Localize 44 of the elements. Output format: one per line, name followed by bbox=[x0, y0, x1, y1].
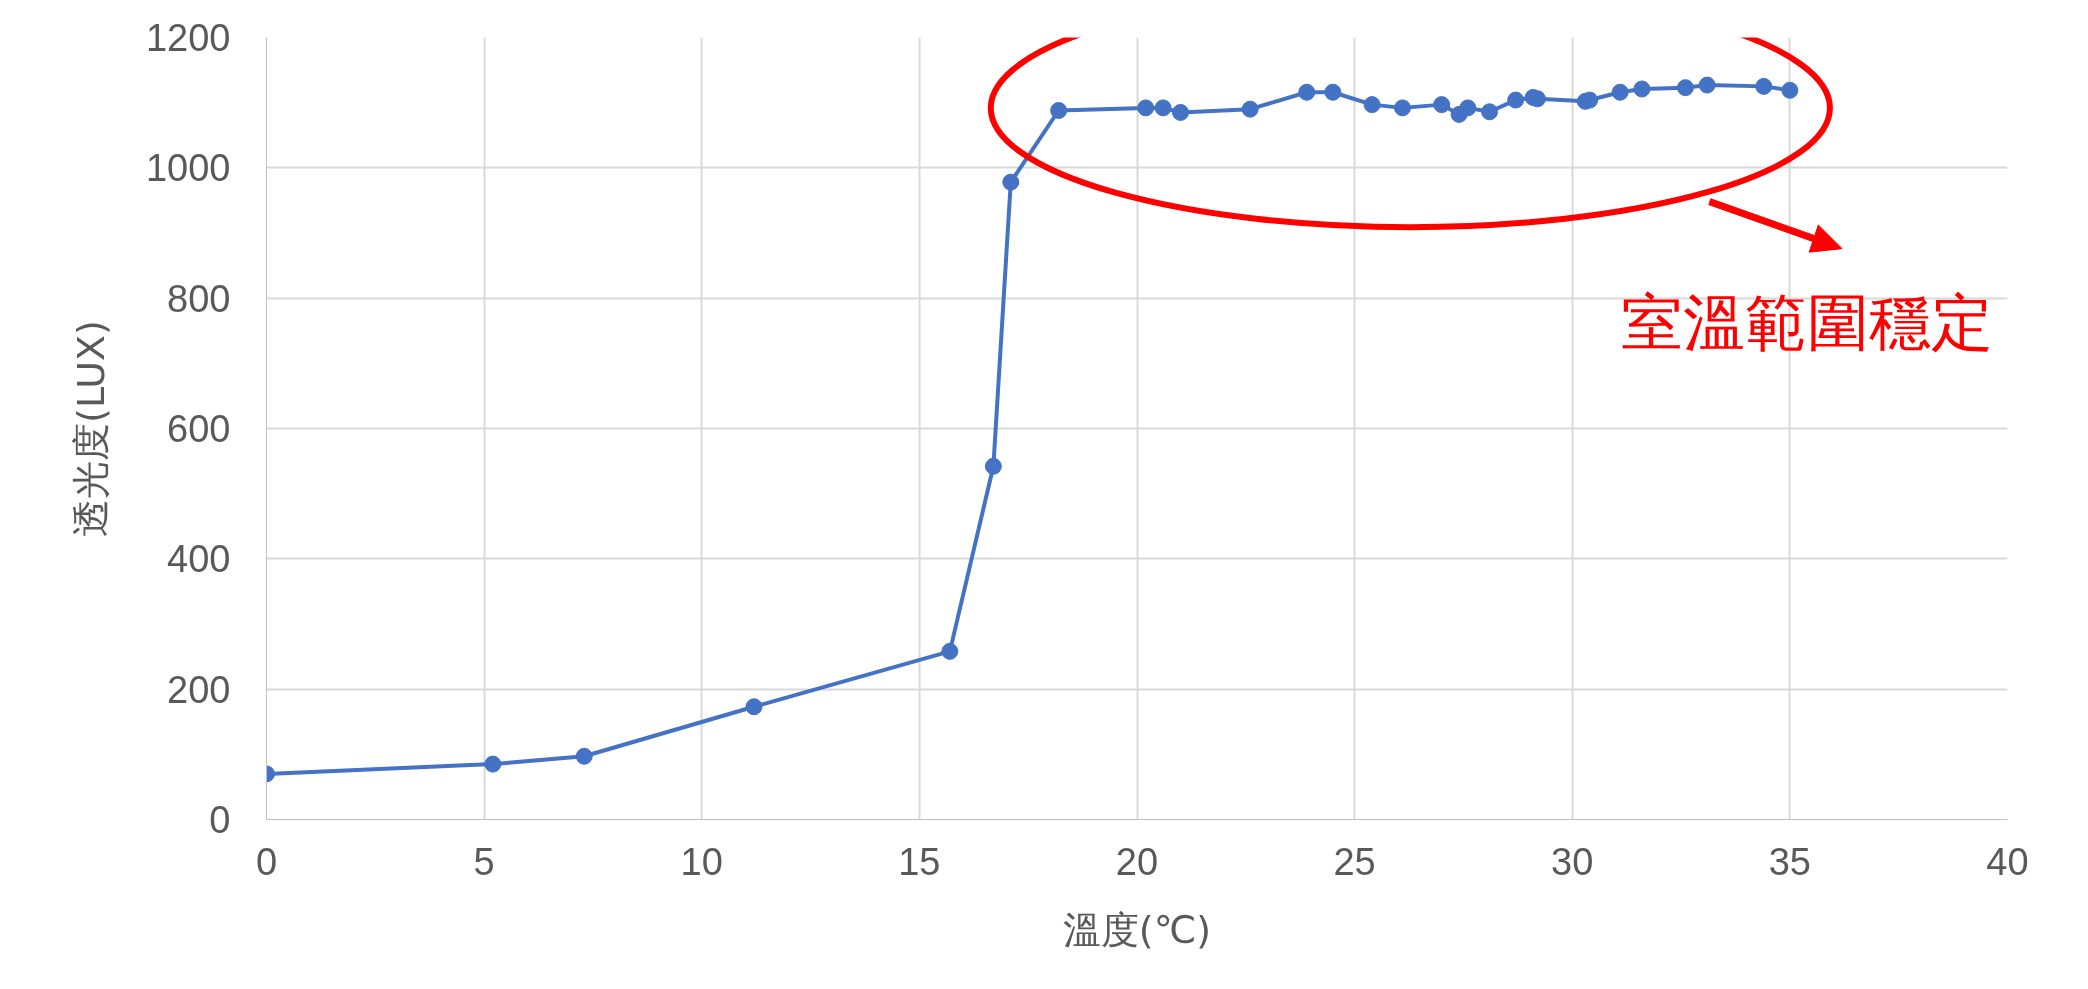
point bbox=[1698, 76, 1716, 94]
y-tick-label: 1000 bbox=[145, 147, 231, 190]
point bbox=[1481, 103, 1499, 121]
point bbox=[1363, 96, 1381, 114]
annotation: 室溫範圍穩定 bbox=[1621, 286, 1994, 360]
y-tick-label: 1200 bbox=[145, 17, 231, 59]
y-tick-label: 600 bbox=[167, 408, 231, 450]
y-tick-label: 800 bbox=[167, 277, 231, 320]
point bbox=[1755, 77, 1773, 95]
point bbox=[1154, 99, 1172, 117]
point bbox=[1241, 100, 1259, 118]
point bbox=[1676, 79, 1694, 97]
point bbox=[1050, 102, 1068, 119]
point bbox=[1324, 83, 1342, 101]
y-tick-label: 0 bbox=[209, 799, 231, 841]
x-tick-label: 10 bbox=[680, 840, 723, 883]
point bbox=[1433, 96, 1451, 114]
point bbox=[941, 642, 959, 660]
point bbox=[575, 747, 593, 765]
x-tick-label: 30 bbox=[1551, 840, 1594, 883]
point bbox=[1507, 91, 1525, 109]
point bbox=[1172, 103, 1190, 121]
x-tick-label: 20 bbox=[1115, 840, 1159, 883]
x-tick-label: 5 bbox=[473, 840, 495, 883]
point bbox=[745, 698, 763, 716]
point bbox=[1002, 173, 1020, 191]
x-tick-label: 40 bbox=[1986, 840, 2029, 883]
point bbox=[1611, 83, 1629, 101]
point bbox=[1633, 80, 1651, 98]
x-tick-label: 25 bbox=[1333, 840, 1376, 883]
x-tick-label: 35 bbox=[1768, 840, 1812, 883]
point bbox=[1298, 83, 1316, 101]
y-tick-label: 200 bbox=[167, 668, 231, 711]
y-tick-label: 400 bbox=[167, 538, 231, 581]
point bbox=[984, 457, 1002, 475]
point bbox=[1781, 81, 1799, 99]
y-axis-title: 透光度(LUX) bbox=[68, 320, 113, 537]
x-tick-label: 0 bbox=[255, 840, 278, 883]
x-axis-title: 溫度(℃) bbox=[1062, 907, 1212, 952]
point bbox=[1394, 99, 1411, 117]
point bbox=[1459, 99, 1477, 117]
point bbox=[1137, 99, 1155, 117]
point bbox=[484, 755, 502, 773]
x-tick-label: 15 bbox=[898, 840, 941, 883]
